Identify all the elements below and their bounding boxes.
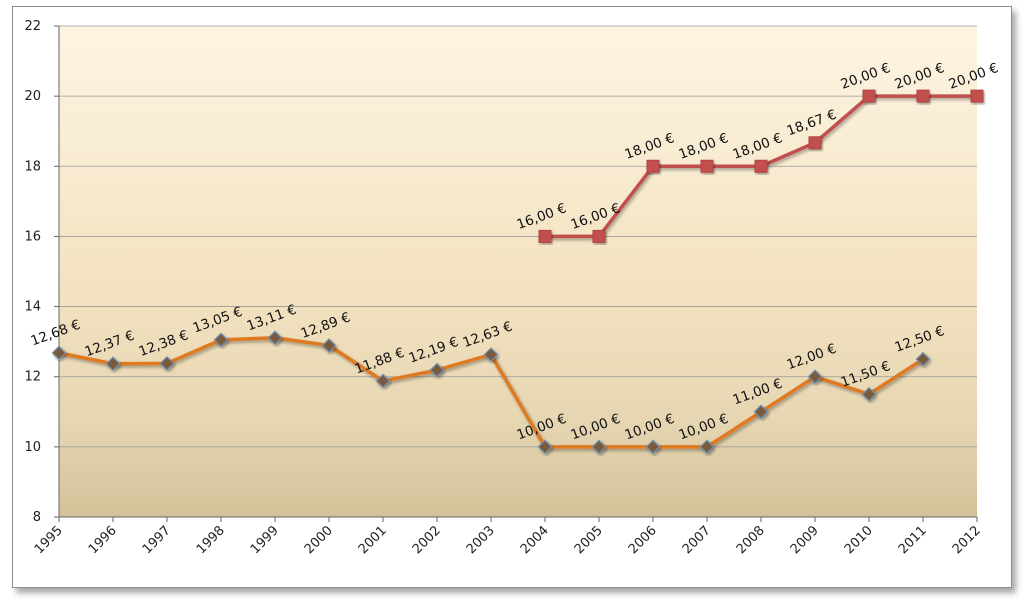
- data-point: [537, 439, 553, 455]
- x-tick-label: 1998: [194, 523, 228, 557]
- x-tick-label: 1996: [86, 523, 120, 557]
- data-point: [321, 338, 337, 353]
- data-point: [375, 373, 391, 389]
- series-2: [538, 89, 984, 243]
- data-point: [646, 159, 660, 173]
- data-point: [862, 89, 876, 103]
- x-tick-label: 2004: [518, 523, 552, 557]
- x-tick-label: 1995: [32, 523, 66, 557]
- x-tick-label: 2002: [410, 523, 444, 557]
- data-point: [970, 89, 984, 103]
- x-tick-label: 2008: [734, 523, 768, 557]
- data-point: [861, 386, 877, 402]
- x-tick-label: 2012: [950, 523, 984, 557]
- data-point: [105, 356, 121, 372]
- x-tick-label: 2003: [464, 523, 498, 557]
- data-point: [754, 159, 768, 173]
- x-tick-label: 2000: [302, 523, 336, 557]
- y-tick-label: 10: [24, 440, 41, 455]
- y-tick-label: 8: [33, 510, 41, 525]
- x-tick-label: 1999: [248, 523, 282, 557]
- x-tick-label: 2009: [788, 523, 822, 557]
- data-point: [429, 362, 445, 378]
- y-tick-label: 16: [24, 229, 41, 244]
- data-point: [159, 356, 175, 371]
- x-tick-label: 2007: [680, 523, 714, 557]
- x-tick-label: 2011: [896, 523, 930, 557]
- data-point: [916, 89, 930, 103]
- x-tick-label: 1997: [140, 523, 174, 557]
- y-tick-label: 22: [24, 19, 41, 34]
- data-point: [51, 345, 67, 361]
- data-point: [699, 439, 715, 455]
- data-point: [591, 439, 607, 455]
- data-point: [915, 351, 931, 367]
- data-point: [700, 159, 714, 173]
- x-tick-label: 2001: [356, 523, 390, 557]
- gridlines: [59, 25, 977, 448]
- plot-area: [59, 26, 977, 517]
- data-point: [267, 330, 283, 346]
- data-point: [538, 229, 552, 243]
- series-1: [51, 330, 931, 455]
- data-point: [807, 369, 823, 385]
- y-tick-label: 20: [24, 89, 41, 104]
- y-tick-label: 14: [24, 300, 41, 315]
- data-point: [483, 347, 499, 362]
- data-point: [645, 439, 661, 455]
- data-point: [753, 404, 769, 420]
- data-point: [808, 136, 822, 150]
- x-tick-label: 2006: [626, 523, 660, 557]
- y-tick-label: 12: [24, 370, 41, 385]
- x-tick-label: 2005: [572, 523, 606, 557]
- data-point: [592, 229, 606, 243]
- y-tick-label: 18: [24, 159, 41, 174]
- x-tick-label: 2010: [842, 523, 876, 557]
- series: [51, 89, 984, 455]
- data-point: [213, 332, 229, 348]
